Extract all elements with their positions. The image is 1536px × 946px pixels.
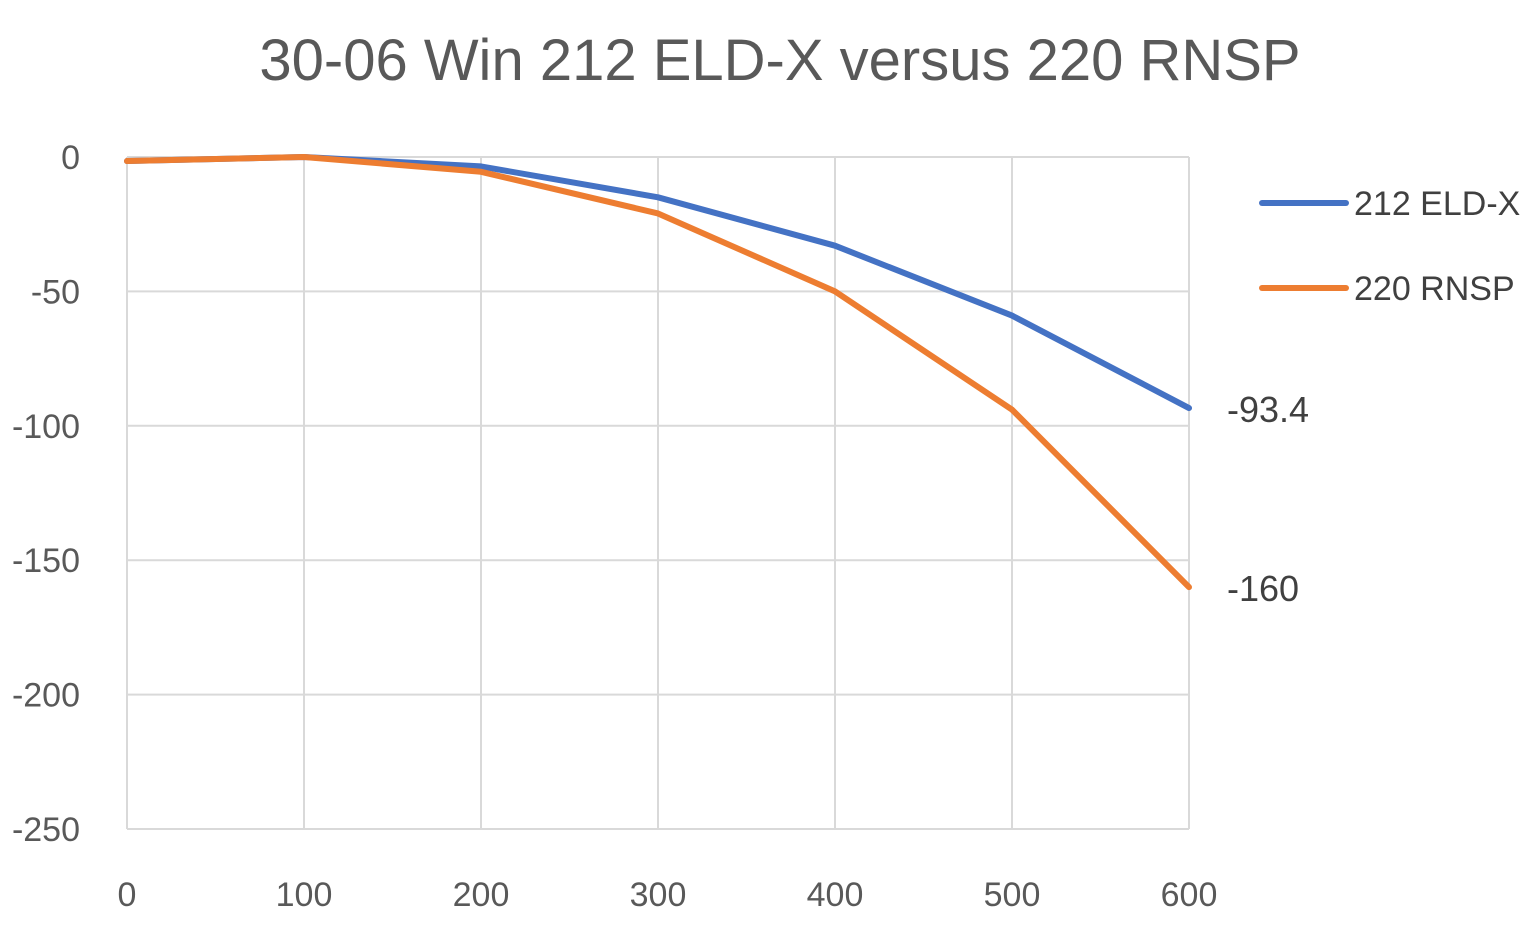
- y-axis-tick-labels: 0 -50 -100 -150 -200 -250: [12, 139, 80, 849]
- x-tick-label-4: 400: [807, 876, 864, 914]
- gridlines: [126, 156, 1190, 830]
- chart-title: 30-06 Win 212 ELD-X versus 220 RNSP: [259, 28, 1300, 93]
- y-tick-label-3: -150: [12, 542, 80, 580]
- y-tick-label-0: 0: [61, 139, 80, 177]
- y-tick-label-5: -250: [12, 811, 80, 849]
- x-tick-label-6: 600: [1161, 876, 1218, 914]
- x-tick-label-2: 200: [453, 876, 510, 914]
- y-tick-label-4: -200: [12, 677, 80, 715]
- x-axis-tick-labels: 0 100 200 300 400 500 600: [118, 876, 1218, 914]
- series-lines: [124, 154, 1192, 591]
- x-tick-label-0: 0: [118, 876, 137, 914]
- x-tick-label-5: 500: [984, 876, 1041, 914]
- legend: 212 ELD-X 220 RNSP: [1259, 185, 1520, 308]
- y-tick-label-2: -100: [12, 408, 80, 446]
- x-tick-label-3: 300: [630, 876, 687, 914]
- x-tick-label-1: 100: [276, 876, 333, 914]
- data-label-1: -160: [1227, 568, 1299, 609]
- legend-label-0: 212 ELD-X: [1354, 185, 1520, 223]
- data-labels: -93.4 -160: [1227, 389, 1309, 609]
- y-tick-label-1: -50: [31, 273, 80, 311]
- data-label-0: -93.4: [1227, 389, 1309, 430]
- legend-label-1: 220 RNSP: [1354, 270, 1515, 308]
